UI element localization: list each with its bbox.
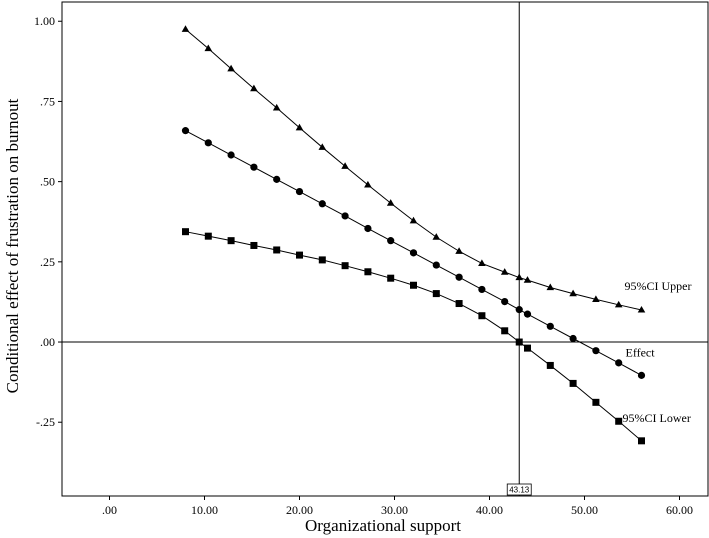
data-point bbox=[341, 262, 349, 270]
y-tick-label: -.25 bbox=[36, 415, 55, 429]
data-point bbox=[250, 163, 258, 171]
data-point bbox=[569, 379, 577, 387]
data-point bbox=[592, 347, 600, 355]
x-axis-title: Organizational support bbox=[305, 516, 461, 535]
y-axis-title: Conditional effect of frustration on bur… bbox=[3, 98, 22, 393]
data-point bbox=[227, 151, 235, 159]
data-point bbox=[546, 322, 554, 330]
x-tick-label: 60.00 bbox=[666, 503, 693, 517]
reference-label: 43.13 bbox=[509, 486, 530, 495]
data-point bbox=[181, 127, 190, 135]
x-tick-label: 40.00 bbox=[476, 503, 503, 517]
data-point bbox=[318, 143, 327, 150]
x-tick-label: 20.00 bbox=[286, 503, 313, 517]
data-point bbox=[592, 295, 600, 302]
data-point bbox=[295, 187, 304, 196]
data-point bbox=[204, 139, 212, 147]
data-point bbox=[637, 371, 646, 379]
data-point bbox=[272, 103, 281, 111]
data-point bbox=[500, 268, 509, 275]
data-point bbox=[341, 212, 349, 220]
data-point bbox=[515, 273, 524, 281]
y-tick-label: .75 bbox=[40, 94, 55, 108]
series-line bbox=[185, 231, 642, 442]
data-point bbox=[478, 259, 486, 267]
data-point bbox=[409, 249, 418, 257]
data-point bbox=[386, 199, 395, 206]
data-point bbox=[364, 224, 372, 233]
series-line bbox=[185, 28, 642, 311]
data-point bbox=[250, 241, 258, 249]
data-point bbox=[501, 298, 509, 306]
data-point bbox=[569, 334, 577, 343]
data-point bbox=[455, 300, 463, 308]
data-point bbox=[569, 289, 577, 297]
data-point bbox=[478, 285, 486, 294]
data-point bbox=[273, 175, 281, 183]
data-point bbox=[637, 305, 646, 313]
data-point bbox=[387, 237, 395, 245]
data-point bbox=[614, 300, 623, 308]
data-point bbox=[523, 276, 532, 283]
data-point bbox=[296, 251, 303, 259]
series-line bbox=[185, 130, 642, 376]
data-point bbox=[523, 310, 532, 318]
x-tick-label: 30.00 bbox=[381, 503, 408, 517]
data-point bbox=[318, 256, 326, 264]
data-point bbox=[432, 233, 441, 240]
data-point bbox=[524, 344, 531, 352]
reference-label-box bbox=[506, 483, 532, 496]
series-circle: Effect bbox=[181, 127, 656, 379]
data-point bbox=[273, 246, 281, 254]
data-point bbox=[364, 180, 372, 188]
data-point bbox=[295, 123, 304, 131]
data-point bbox=[455, 247, 463, 254]
data-point bbox=[615, 359, 623, 367]
data-point bbox=[204, 232, 212, 240]
plot-frame bbox=[61, 1, 709, 497]
x-axis: .00 10.00 20.00 30.00 40.00 50.00 60.00 bbox=[102, 496, 693, 517]
y-tick-label: .50 bbox=[40, 175, 55, 189]
data-point bbox=[341, 162, 349, 169]
y-tick-label: .00 bbox=[40, 335, 55, 349]
data-point bbox=[432, 290, 440, 298]
series-label: 95%CI Lower bbox=[623, 411, 691, 425]
data-point bbox=[501, 327, 509, 335]
data-point bbox=[410, 281, 417, 289]
series-layer: 95%CI Upper Effect 95%CI Lower bbox=[181, 25, 692, 445]
data-point bbox=[638, 437, 645, 445]
y-tick-label: 1.00 bbox=[34, 14, 55, 28]
data-point bbox=[455, 273, 463, 281]
series-label: Effect bbox=[626, 345, 656, 359]
data-point bbox=[546, 283, 555, 291]
data-point bbox=[515, 306, 523, 314]
data-point bbox=[478, 312, 486, 320]
y-axis: -.25 .00 .25 .50 .75 1.00 bbox=[34, 14, 62, 429]
data-point bbox=[250, 84, 258, 92]
x-tick-label: 10.00 bbox=[191, 503, 218, 517]
x-tick-label: .00 bbox=[102, 503, 117, 517]
data-point bbox=[227, 64, 235, 72]
reference-lines: 43.13 bbox=[62, 2, 708, 496]
data-point bbox=[409, 216, 418, 224]
data-point bbox=[615, 417, 623, 425]
data-point bbox=[432, 261, 440, 269]
data-point bbox=[387, 274, 395, 282]
data-point bbox=[204, 44, 213, 52]
data-point bbox=[364, 268, 372, 276]
x-tick-label: 50.00 bbox=[571, 503, 598, 517]
data-point bbox=[227, 237, 235, 245]
series-label: 95%CI Upper bbox=[625, 279, 692, 293]
data-point bbox=[592, 398, 600, 406]
data-point bbox=[182, 228, 189, 236]
data-point bbox=[546, 361, 554, 369]
series-square: 95%CI Lower bbox=[182, 228, 691, 445]
series-triangle: 95%CI Upper bbox=[181, 25, 692, 313]
data-point bbox=[181, 25, 190, 32]
data-point bbox=[318, 200, 326, 208]
data-point bbox=[515, 338, 523, 346]
y-tick-label: .25 bbox=[40, 255, 55, 269]
